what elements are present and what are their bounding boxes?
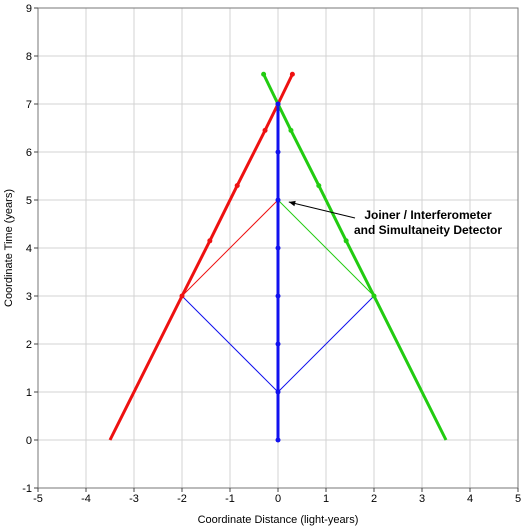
series-point	[288, 127, 294, 133]
series-point	[275, 197, 281, 203]
series-point	[275, 245, 281, 251]
x-tick-label: 2	[371, 493, 377, 505]
series-point	[275, 293, 281, 299]
series-point	[289, 71, 295, 77]
series-point	[179, 293, 185, 299]
y-tick-label: 1	[26, 387, 32, 399]
series-point	[371, 293, 377, 299]
series-point	[234, 183, 240, 189]
x-tick-label: -1	[225, 493, 235, 505]
y-tick-label: 2	[26, 339, 32, 351]
tick-labels: -5 -4 -3 -2 -1 0 1 2 3 4 5 -1 0 1 2 3 4 5 6 7 8 9	[22, 3, 521, 505]
x-tick-label: 5	[515, 493, 521, 505]
y-tick-label: 7	[26, 99, 32, 111]
series-point	[275, 341, 281, 347]
annotation-text: Joiner / Interferometer	[364, 208, 492, 222]
y-tick-label: 6	[26, 147, 32, 159]
series-point	[275, 437, 281, 443]
x-tick-label: -2	[177, 493, 187, 505]
annotation-text: and Simultaneity Detector	[354, 223, 502, 237]
x-tick-label: -3	[129, 493, 139, 505]
series-point	[261, 71, 267, 77]
y-axis-label: Coordinate Time (years)	[3, 189, 15, 307]
y-tick-label: 5	[26, 195, 32, 207]
x-tick-label: 3	[419, 493, 425, 505]
y-tick-label: 9	[26, 3, 32, 15]
x-tick-label: 1	[323, 493, 329, 505]
series-point	[316, 183, 322, 189]
series-line	[181, 199, 279, 297]
series-line	[277, 199, 375, 297]
annotation-arrowhead	[288, 200, 296, 207]
series-point	[275, 149, 281, 155]
x-tick-label: -5	[33, 493, 43, 505]
series-point	[275, 101, 281, 107]
series-point	[343, 238, 349, 244]
x-tick-label: -4	[81, 493, 91, 505]
x-axis-label: Coordinate Distance (light-years)	[198, 514, 359, 526]
y-tick-label: 0	[26, 435, 32, 447]
x-tick-label: 0	[275, 493, 281, 505]
series-point	[207, 238, 213, 244]
series-point	[262, 127, 268, 133]
y-tick-label: -1	[22, 483, 32, 495]
y-tick-label: 4	[26, 243, 32, 255]
x-tick-label: 4	[467, 493, 473, 505]
series-point	[275, 389, 281, 395]
y-tick-label: 3	[26, 291, 32, 303]
y-tick-label: 8	[26, 51, 32, 63]
annotation-arrow	[288, 201, 356, 219]
series-layer	[108, 71, 448, 443]
